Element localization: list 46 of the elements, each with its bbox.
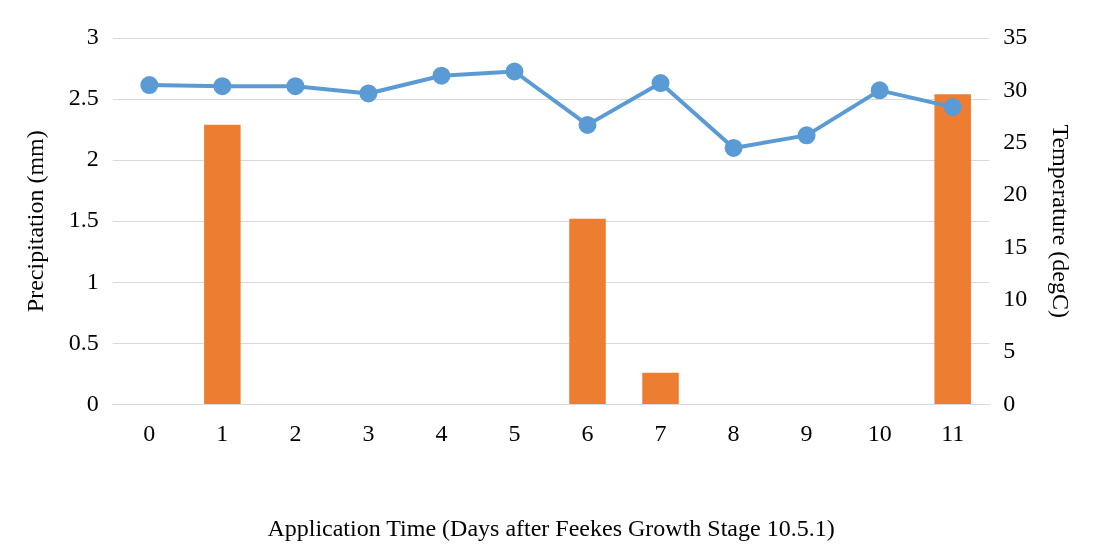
x-tick-label: 3 [362, 420, 375, 447]
x-tick-label: 8 [727, 420, 740, 447]
point [359, 84, 378, 103]
point [505, 62, 524, 81]
y2-axis-title: Temperature (degC) [1048, 124, 1075, 318]
x-tick-label: 0 [143, 420, 156, 447]
bar [204, 124, 241, 404]
x-tick-label: 4 [435, 420, 448, 447]
x-tick-label: 6 [581, 420, 594, 447]
point [870, 81, 889, 100]
x-tick-label: 1 [216, 420, 229, 447]
point [797, 126, 816, 145]
y-tick-label: 2 [86, 145, 99, 172]
point [651, 74, 670, 93]
y-tick-label: 2.5 [68, 84, 99, 111]
y-axis-title: Precipitation (mm) [21, 130, 48, 313]
point [432, 66, 451, 85]
y-tick-label: 0 [86, 389, 99, 416]
point [724, 138, 743, 157]
y-tick-label: 1.5 [68, 206, 99, 233]
x-axis-title: Application Time (Days after Feekes Growth Stage 10.5.1) [267, 514, 835, 541]
y2-tick-label: 20 [1003, 180, 1028, 207]
point [578, 115, 597, 134]
y2-tick-label: 35 [1003, 23, 1028, 50]
point [943, 98, 962, 117]
y-tick-label: 1 [86, 267, 99, 294]
y2-tick-label: 15 [1003, 232, 1028, 259]
y-tick-label: 3 [86, 23, 99, 50]
x-tick-label: 11 [941, 420, 965, 447]
point [286, 77, 305, 96]
y2-tick-label: 10 [1003, 285, 1028, 312]
bar [569, 218, 606, 404]
y-tick-label: 0.5 [68, 328, 99, 355]
y2-tick-label: 25 [1003, 127, 1028, 154]
x-tick-label: 2 [289, 420, 302, 447]
x-tick-label: 9 [800, 420, 813, 447]
point [140, 76, 159, 95]
x-tick-label: 10 [867, 420, 892, 447]
x-tick-label: 5 [508, 420, 521, 447]
point [213, 77, 232, 96]
x-tick-label: 7 [654, 420, 667, 447]
y2-tick-label: 30 [1003, 75, 1028, 102]
y2-tick-label: 5 [1003, 337, 1016, 364]
y2-tick-label: 0 [1003, 389, 1016, 416]
bar [642, 372, 679, 404]
bar [934, 94, 971, 404]
